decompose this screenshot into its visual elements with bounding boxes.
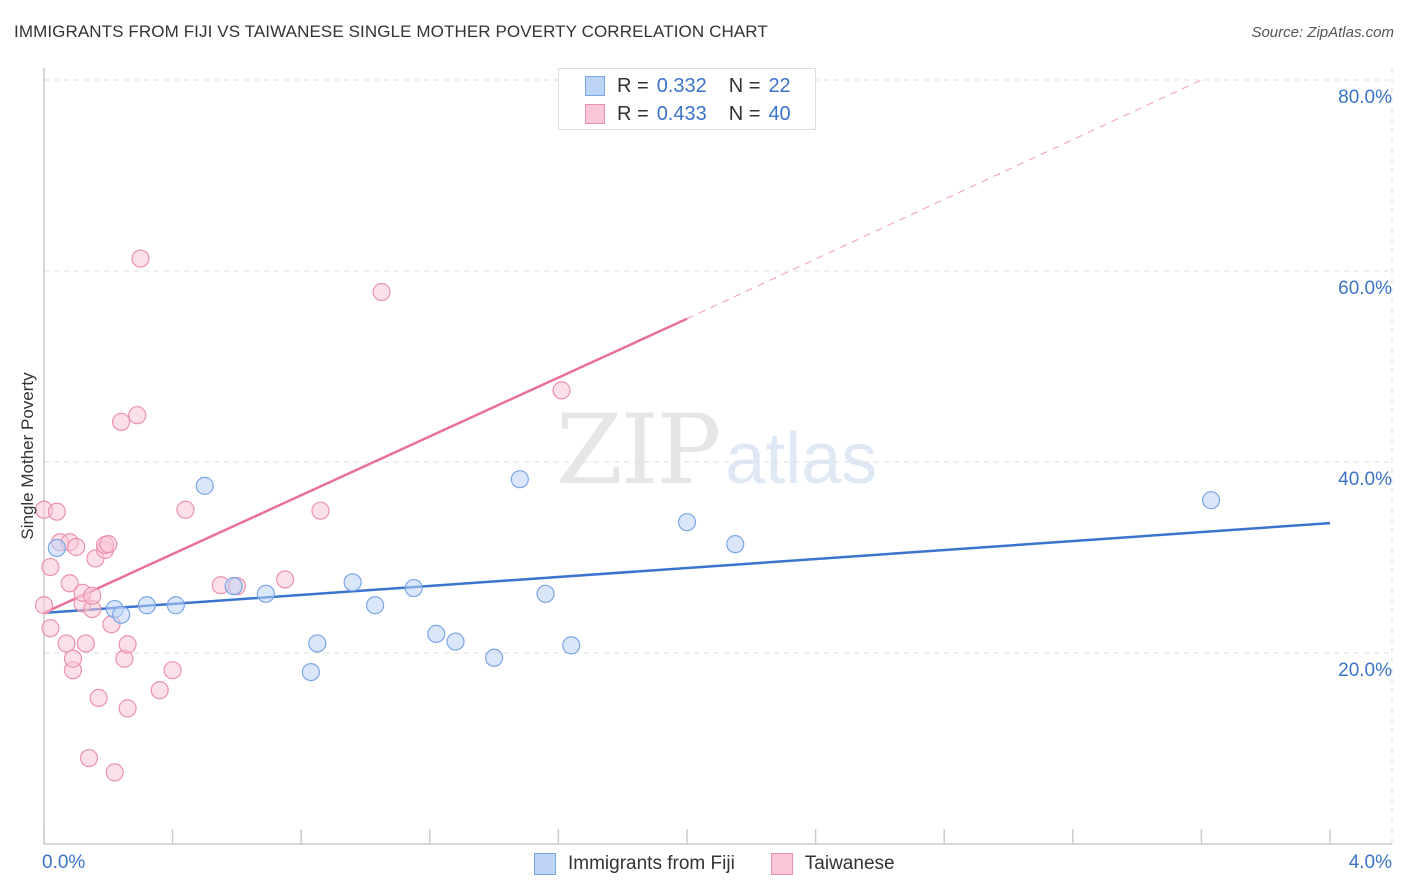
point-fiji bbox=[308, 634, 327, 653]
series-swatch-taiwanese bbox=[770, 853, 793, 875]
point-fiji bbox=[562, 636, 581, 655]
data-points bbox=[34, 249, 1221, 782]
trend-line-fiji bbox=[43, 521, 1331, 615]
point-taiwanese bbox=[118, 699, 137, 718]
point-taiwanese bbox=[99, 535, 118, 554]
point-fiji bbox=[195, 476, 214, 495]
point-taiwanese bbox=[83, 586, 102, 605]
point-fiji bbox=[256, 584, 275, 603]
point-taiwanese bbox=[311, 501, 330, 520]
series-legend: Immigrants from Fiji Taiwanese bbox=[534, 852, 895, 876]
point-fiji bbox=[224, 577, 243, 596]
point-fiji bbox=[404, 578, 423, 598]
point-fiji bbox=[301, 662, 320, 682]
point-taiwanese bbox=[276, 570, 295, 589]
legend-swatch-taiwanese bbox=[585, 104, 605, 124]
point-taiwanese bbox=[79, 748, 99, 768]
point-taiwanese bbox=[63, 649, 83, 668]
point-fiji bbox=[343, 573, 362, 592]
point-taiwanese bbox=[552, 381, 571, 400]
point-taiwanese bbox=[150, 681, 169, 700]
point-taiwanese bbox=[41, 557, 60, 577]
point-taiwanese bbox=[67, 537, 86, 557]
legend-row-taiwanese: R = 0.433 N = 40 bbox=[585, 100, 791, 128]
trend-lines bbox=[43, 79, 1331, 615]
point-taiwanese bbox=[57, 634, 76, 653]
series-label-fiji: Immigrants from Fiji bbox=[568, 853, 735, 874]
series-label-taiwanese: Taiwanese bbox=[804, 853, 895, 874]
trend-line-taiwanese bbox=[43, 317, 688, 615]
legend-fiji-r: 0.332 bbox=[656, 74, 707, 97]
y-axis-title: Single Mother Poverty bbox=[18, 372, 37, 540]
point-taiwanese bbox=[163, 661, 182, 680]
point-fiji bbox=[536, 584, 555, 603]
point-taiwanese bbox=[112, 412, 131, 431]
point-fiji bbox=[137, 596, 156, 615]
series-legend-item-fiji: Immigrants from Fiji bbox=[534, 853, 735, 875]
y-tick-label: 40.0% bbox=[1338, 469, 1392, 490]
point-fiji bbox=[446, 632, 465, 651]
point-taiwanese bbox=[47, 502, 66, 521]
chart-source: Source: ZipAtlas.com bbox=[1251, 24, 1394, 41]
point-taiwanese bbox=[372, 282, 391, 302]
series-legend-item-taiwanese: Taiwanese bbox=[770, 853, 895, 875]
x-tick-label-max: 4.0% bbox=[1348, 852, 1392, 873]
y-tick-label: 20.0% bbox=[1338, 660, 1392, 681]
chart-title: IMMIGRANTS FROM FIJI VS TAIWANESE SINGLE… bbox=[14, 22, 768, 41]
legend-fiji-n: 22 bbox=[768, 74, 791, 97]
legend-swatch-fiji bbox=[585, 76, 605, 96]
point-taiwanese bbox=[60, 574, 79, 593]
legend-n-label: N = bbox=[728, 102, 761, 125]
legend-taiwanese-n: 40 bbox=[768, 102, 791, 125]
point-taiwanese bbox=[118, 635, 137, 654]
point-taiwanese bbox=[105, 763, 124, 782]
stats-legend: R = 0.332 N = 22 R = 0.433 N = 40 bbox=[558, 68, 816, 130]
point-fiji bbox=[677, 513, 697, 532]
axes bbox=[43, 68, 1393, 845]
point-fiji bbox=[485, 648, 504, 667]
point-taiwanese bbox=[41, 619, 60, 638]
point-fiji bbox=[1201, 491, 1221, 510]
point-fiji bbox=[166, 596, 185, 615]
point-taiwanese bbox=[131, 249, 150, 268]
point-taiwanese bbox=[128, 406, 147, 425]
point-fiji bbox=[726, 535, 745, 554]
legend-taiwanese-r: 0.433 bbox=[656, 102, 707, 125]
trend-line-taiwanese-extension bbox=[686, 79, 1202, 320]
legend-r-label: R = bbox=[617, 102, 649, 125]
point-fiji bbox=[47, 538, 66, 558]
point-taiwanese bbox=[76, 634, 95, 653]
point-fiji bbox=[366, 596, 385, 615]
point-taiwanese bbox=[34, 596, 54, 615]
x-tick-label-min: 0.0% bbox=[42, 852, 86, 873]
point-taiwanese bbox=[176, 500, 195, 519]
y-tick-label: 80.0% bbox=[1338, 87, 1392, 108]
y-tick-label: 60.0% bbox=[1338, 278, 1392, 299]
point-fiji bbox=[510, 470, 529, 489]
legend-r-label: R = bbox=[617, 74, 649, 97]
legend-n-label: N = bbox=[728, 74, 761, 97]
point-fiji bbox=[112, 605, 131, 624]
point-fiji bbox=[427, 624, 446, 644]
point-taiwanese bbox=[89, 688, 108, 707]
legend-row-fiji: R = 0.332 N = 22 bbox=[585, 72, 791, 100]
series-swatch-fiji bbox=[534, 853, 556, 875]
